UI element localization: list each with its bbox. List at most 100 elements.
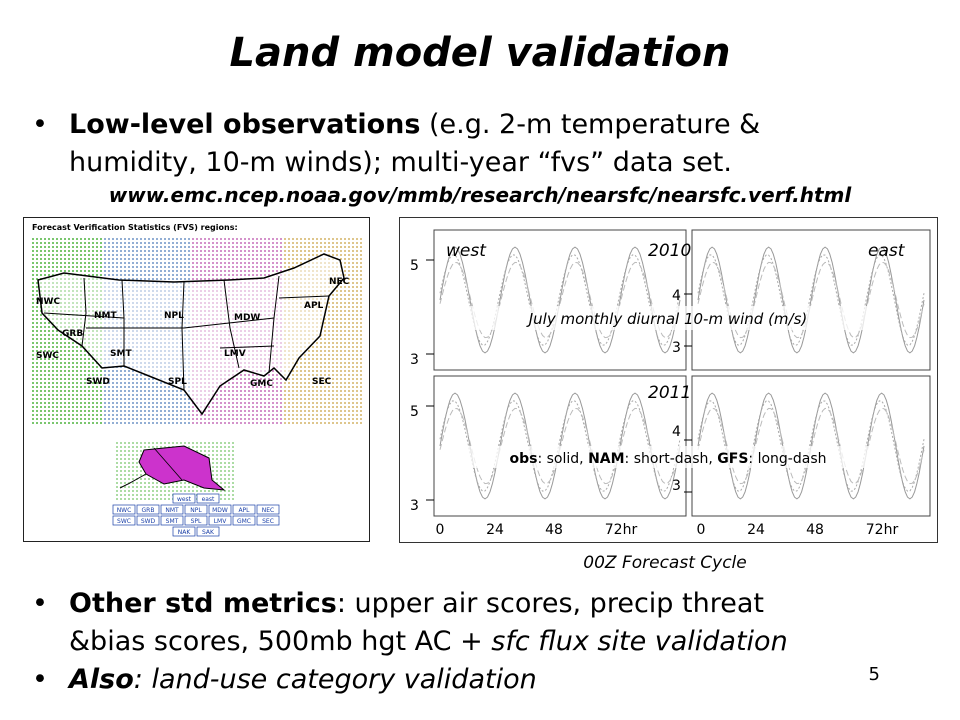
panel-label-west: west bbox=[446, 241, 487, 261]
map-button-box-lmv[interactable] bbox=[208, 515, 232, 526]
map-button-nwc[interactable]: NWC bbox=[117, 507, 132, 514]
x-axis-title: 00Z Forecast Cycle bbox=[583, 553, 747, 573]
map-button-box-nmt[interactable] bbox=[160, 504, 184, 515]
map-button-box-sec[interactable] bbox=[256, 515, 280, 526]
panel-west-2011-series-1 bbox=[439, 400, 681, 492]
panel-label-2011: 2011 bbox=[648, 383, 691, 403]
map-button-box-nak[interactable] bbox=[172, 526, 196, 537]
conus-outline bbox=[37, 253, 345, 416]
map-button-grb[interactable]: GRB bbox=[142, 507, 155, 514]
panel-east-2010-series-0 bbox=[697, 246, 925, 354]
xtick-right-72: 72hr bbox=[866, 522, 899, 538]
map-button-box-apl[interactable] bbox=[232, 504, 256, 515]
map-button-nak[interactable]: NAK bbox=[178, 529, 192, 536]
map-button-smt[interactable]: SMT bbox=[166, 518, 179, 525]
wind-panel-group bbox=[426, 229, 931, 517]
panel-caption: July monthly diurnal 10-m wind (m/s) bbox=[526, 310, 808, 328]
region-label-spl: SPL bbox=[168, 377, 187, 387]
panel-label-east: east bbox=[868, 241, 906, 261]
alaska-map bbox=[116, 440, 236, 500]
region-label-npl: NPL bbox=[164, 311, 184, 321]
fvs-region-map: Forecast Verification Statistics (FVS) r… bbox=[23, 217, 370, 542]
map-button-sak[interactable]: SAK bbox=[202, 529, 215, 536]
map-button-spl[interactable]: SPL bbox=[191, 518, 202, 525]
panel-east-2010-series-2 bbox=[697, 261, 925, 339]
region-label-mdw: MDW bbox=[234, 313, 260, 323]
map-button-nmt[interactable]: NMT bbox=[165, 507, 179, 514]
region-label-nwc: NWC bbox=[36, 297, 60, 307]
xtick-right-48: 48 bbox=[806, 522, 824, 538]
region-label-lmv: LMV bbox=[224, 349, 246, 359]
map-button-swd[interactable]: SWD bbox=[141, 518, 156, 525]
bullet-other-metrics-italic: sfc flux site validation bbox=[491, 626, 788, 657]
page-number: 5 bbox=[868, 664, 880, 685]
xtick-left-72: 72hr bbox=[605, 522, 638, 538]
ytick-left-bottom-3: 3 bbox=[410, 498, 419, 514]
map-button-box-east[interactable] bbox=[196, 493, 220, 504]
bullet-observations-rest: (e.g. 2-m temperature & bbox=[420, 109, 761, 140]
map-button-west[interactable]: west bbox=[177, 496, 192, 503]
region-label-nec: NEC bbox=[329, 277, 350, 287]
caption-backdrop bbox=[468, 306, 878, 330]
map-button-gmc[interactable]: GMC bbox=[237, 518, 251, 525]
map-button-box-swd[interactable] bbox=[136, 515, 160, 526]
fvs-map-svg: Forecast Verification Statistics (FVS) r… bbox=[32, 223, 362, 537]
bullet-also-rest: : land-use category validation bbox=[133, 664, 537, 695]
map-region-buttons: west east NWC GRB NMT NPL MDW APL NEC SWC SWD SMT SP… bbox=[112, 493, 280, 537]
bullet-observations: • Low-level observations (e.g. 2-m tempe… bbox=[32, 106, 760, 182]
map-button-box-west[interactable] bbox=[172, 493, 196, 504]
map-button-apl[interactable]: APL bbox=[238, 507, 250, 514]
line-legend: obs: solid, NAM: short-dash, GFS: long-d… bbox=[509, 451, 826, 467]
legend-obs: obs bbox=[509, 451, 537, 467]
legend-nam-desc: : short-dash, bbox=[625, 451, 718, 467]
bullet-also: • Also: land-use category validation bbox=[32, 661, 537, 699]
map-button-box-mdw[interactable] bbox=[208, 504, 232, 515]
ytick-right-bottom-3: 3 bbox=[672, 478, 681, 494]
legend-gfs: GFS bbox=[717, 451, 748, 467]
region-label-swd: SWD bbox=[86, 377, 110, 387]
bullet-other-metrics-line2: &bias scores, 500mb hgt AC + bbox=[69, 626, 492, 657]
panel-west-2010-series-2 bbox=[439, 261, 681, 339]
xtick-left-24: 24 bbox=[486, 522, 504, 538]
region-label-grb: GRB bbox=[62, 329, 83, 339]
bullet-other-metrics-bold: Other std metrics bbox=[69, 588, 337, 619]
wind-panels-svg: west 2010 east 2011 July monthly diurnal… bbox=[410, 229, 931, 538]
map-button-npl[interactable]: NPL bbox=[190, 507, 202, 514]
map-button-box-smt[interactable] bbox=[160, 515, 184, 526]
region-label-nmt: NMT bbox=[94, 311, 117, 321]
region-label-swc: SWC bbox=[36, 351, 59, 361]
bullet-other-metrics: • Other std metrics: upper air scores, p… bbox=[32, 585, 788, 661]
map-button-box-swc[interactable] bbox=[112, 515, 136, 526]
map-button-box-nwc[interactable] bbox=[112, 504, 136, 515]
xtick-right-24: 24 bbox=[747, 522, 765, 538]
map-button-box-sak[interactable] bbox=[196, 526, 220, 537]
xtick-right-0: 0 bbox=[697, 522, 706, 538]
map-button-lmv[interactable]: LMV bbox=[214, 518, 228, 525]
map-button-swc[interactable]: SWC bbox=[117, 518, 131, 525]
diurnal-wind-panels: west 2010 east 2011 July monthly diurnal… bbox=[399, 217, 938, 543]
bullet-dot: • bbox=[32, 664, 48, 695]
region-label-apl: APL bbox=[304, 301, 324, 311]
panel-west-2011-series-2 bbox=[439, 407, 681, 485]
source-url: www.emc.ncep.noaa.gov/mmb/research/nears… bbox=[108, 183, 852, 207]
bullet-also-bold: Also bbox=[69, 664, 134, 695]
map-button-mdw[interactable]: MDW bbox=[212, 507, 228, 514]
region-boundaries bbox=[43, 275, 330, 391]
map-button-east[interactable]: east bbox=[202, 496, 215, 503]
ytick-left-bottom-5: 5 bbox=[410, 404, 419, 420]
map-button-sec[interactable]: SEC bbox=[262, 518, 274, 525]
ytick-left-top-5: 5 bbox=[410, 258, 419, 274]
panel-label-2010: 2010 bbox=[648, 241, 691, 261]
ytick-right-top-4: 4 bbox=[672, 288, 681, 304]
map-button-box-npl[interactable] bbox=[184, 504, 208, 515]
map-button-box-spl[interactable] bbox=[184, 515, 208, 526]
map-button-box-gmc[interactable] bbox=[232, 515, 256, 526]
ytick-right-top-3: 3 bbox=[672, 340, 681, 356]
map-button-box-grb[interactable] bbox=[136, 504, 160, 515]
map-button-nec[interactable]: NEC bbox=[262, 507, 274, 514]
map-heading: Forecast Verification Statistics (FVS) r… bbox=[32, 223, 238, 232]
legend-nam: NAM bbox=[588, 451, 624, 467]
legend-obs-desc: : solid, bbox=[537, 451, 588, 467]
bullet-observations-bold: Low-level observations bbox=[69, 109, 421, 140]
map-button-box-nec[interactable] bbox=[256, 504, 280, 515]
